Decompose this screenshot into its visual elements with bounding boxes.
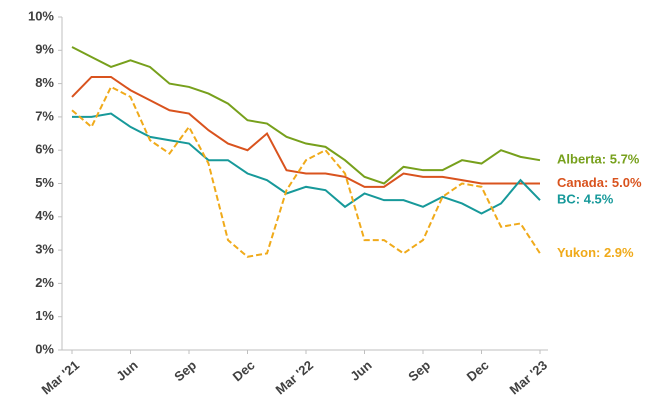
x-tick-label: Dec	[230, 357, 258, 384]
y-tick-label: 7%	[35, 108, 54, 123]
series-line	[72, 112, 541, 215]
y-tick-label: 0%	[35, 341, 54, 356]
y-tick-label: 9%	[35, 42, 54, 57]
y-tick-label: 5%	[35, 175, 54, 190]
y-tick-label: 2%	[35, 275, 54, 290]
y-tick-label: 8%	[35, 75, 54, 90]
series-line	[71, 85, 541, 258]
x-tick-label: Mar '23	[507, 357, 551, 397]
y-tick-label: 10%	[28, 8, 54, 23]
x-tick-label: Dec	[464, 357, 492, 384]
y-tick-label: 3%	[35, 242, 54, 257]
x-tick-label: Jun	[347, 357, 374, 383]
x-tick-label: Sep	[405, 357, 433, 384]
y-tick-label: 1%	[35, 308, 54, 323]
x-tick-label: Mar '21	[39, 357, 83, 397]
series-line	[71, 75, 540, 188]
end-label: Alberta: 5.7%	[557, 152, 640, 167]
x-tick-label: Jun	[113, 357, 140, 383]
x-tick-label: Mar '22	[273, 357, 317, 397]
series-line	[71, 46, 541, 185]
y-tick-label: 4%	[35, 208, 54, 223]
end-label: BC: 4.5%	[557, 192, 614, 207]
end-label: Canada: 5.0%	[557, 175, 642, 190]
y-tick-label: 6%	[35, 142, 54, 157]
end-label: Yukon: 2.9%	[557, 245, 634, 260]
x-tick-label: Sep	[171, 357, 199, 384]
